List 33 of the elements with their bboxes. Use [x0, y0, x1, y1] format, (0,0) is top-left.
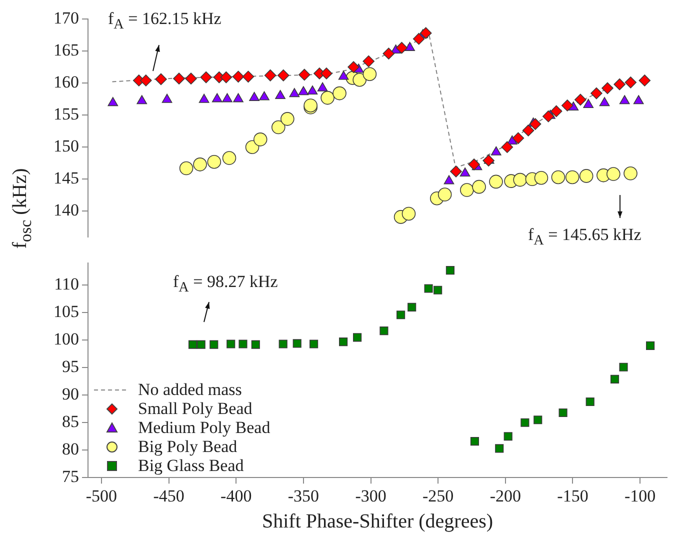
y-tick-label: 90 [62, 384, 79, 404]
y-tick-label: 170 [54, 8, 79, 28]
annotation: f$_{A}$ = 162.15 kHz [108, 9, 222, 34]
annotation: f$_{A}$ = 145.65 kHz [528, 225, 642, 250]
y-tick-label: 145 [54, 168, 79, 188]
y-tick-label: 110 [54, 274, 79, 294]
x-tick-label: -450 [153, 486, 184, 506]
x-tick-label: -350 [288, 486, 320, 506]
legend-label: Big Poly Bead [138, 437, 238, 456]
y-tick-label: 155 [54, 104, 79, 124]
y-tick-label: 140 [54, 200, 79, 220]
x-tick-label: -400 [220, 486, 252, 506]
y-tick-label: 95 [62, 357, 79, 376]
y-tick-label: 100 [54, 330, 79, 349]
x-tick-label: -500 [86, 486, 118, 506]
y-tick-label: 75 [62, 467, 79, 486]
annotation: f$_{A}$ = 98.27 kHz [173, 272, 278, 296]
x-tick-label: -250 [422, 486, 454, 506]
legend-label: Big Glass Bead [138, 456, 244, 475]
y-tick-label: 105 [54, 302, 79, 322]
x-axis-title: Shift Phase-Shifter (degrees) [262, 510, 494, 532]
y-tick-label: 160 [54, 72, 79, 92]
y-tick-label: 150 [54, 136, 79, 156]
y-tick-label: 85 [62, 412, 79, 432]
y-tick-label: 165 [54, 40, 79, 60]
legend-label: Small Poly Bead [138, 399, 252, 418]
legend-label: Medium Poly Bead [138, 418, 270, 437]
x-tick-label: -200 [490, 486, 522, 506]
x-tick-label: -150 [557, 486, 588, 506]
x-tick-label: -300 [355, 486, 386, 506]
y-tick-label: 80 [62, 440, 79, 459]
x-tick-label: -100 [624, 486, 656, 506]
legend-label: No added mass [138, 380, 242, 399]
